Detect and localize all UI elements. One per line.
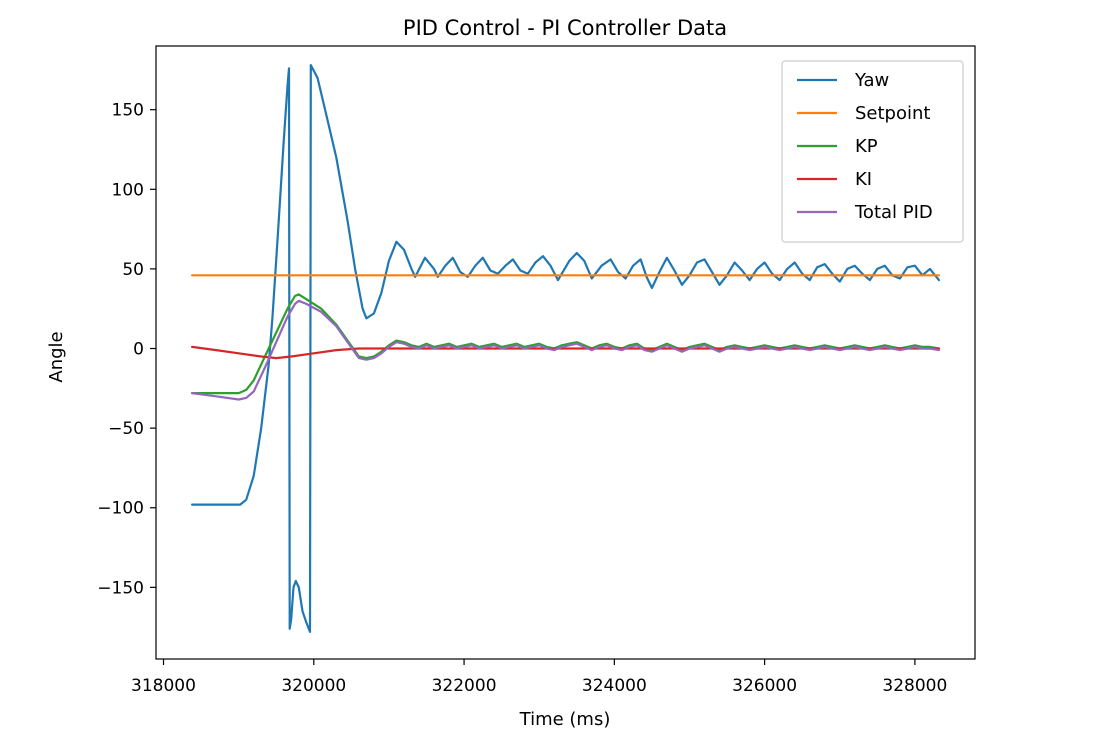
y-tick-label: 100	[112, 180, 144, 200]
legend-label: KI	[855, 169, 872, 190]
y-tick-label: 150	[112, 101, 144, 121]
series-line-total-pid	[191, 299, 941, 401]
x-tick-label: 320000	[281, 676, 346, 696]
plot-frame	[155, 45, 976, 660]
y-tick-label: −50	[108, 419, 144, 439]
y-axis: −150 −100 −50 0 50 100 150	[97, 101, 156, 598]
legend-label: Total PID	[854, 202, 933, 223]
series-line-ki	[191, 345, 941, 360]
legend-label: Yaw	[854, 70, 889, 91]
chart-title: PID Control - PI Controller Data	[403, 16, 727, 40]
x-axis-label: Time (ms)	[519, 709, 611, 730]
series-line-yaw	[191, 63, 941, 634]
legend: Yaw Setpoint KP KI Total PID	[781, 60, 964, 243]
y-tick-label: −100	[97, 499, 144, 519]
x-tick-label: 322000	[432, 676, 497, 696]
y-tick-label: −150	[97, 578, 144, 598]
legend-box	[781, 60, 964, 243]
y-axis-label: Angle	[46, 331, 67, 382]
x-axis: 318000 320000 322000 324000 326000 328000	[131, 659, 947, 696]
x-tick-label: 324000	[582, 676, 647, 696]
x-tick-label: 318000	[131, 676, 196, 696]
legend-label: Setpoint	[855, 103, 930, 124]
series-layer	[191, 63, 941, 634]
y-tick-label: 50	[122, 260, 144, 280]
x-tick-label: 328000	[882, 676, 947, 696]
legend-label: KP	[855, 136, 878, 157]
x-tick-label: 326000	[732, 676, 797, 696]
series-line-kp	[191, 293, 941, 395]
y-tick-label: 0	[133, 340, 144, 360]
